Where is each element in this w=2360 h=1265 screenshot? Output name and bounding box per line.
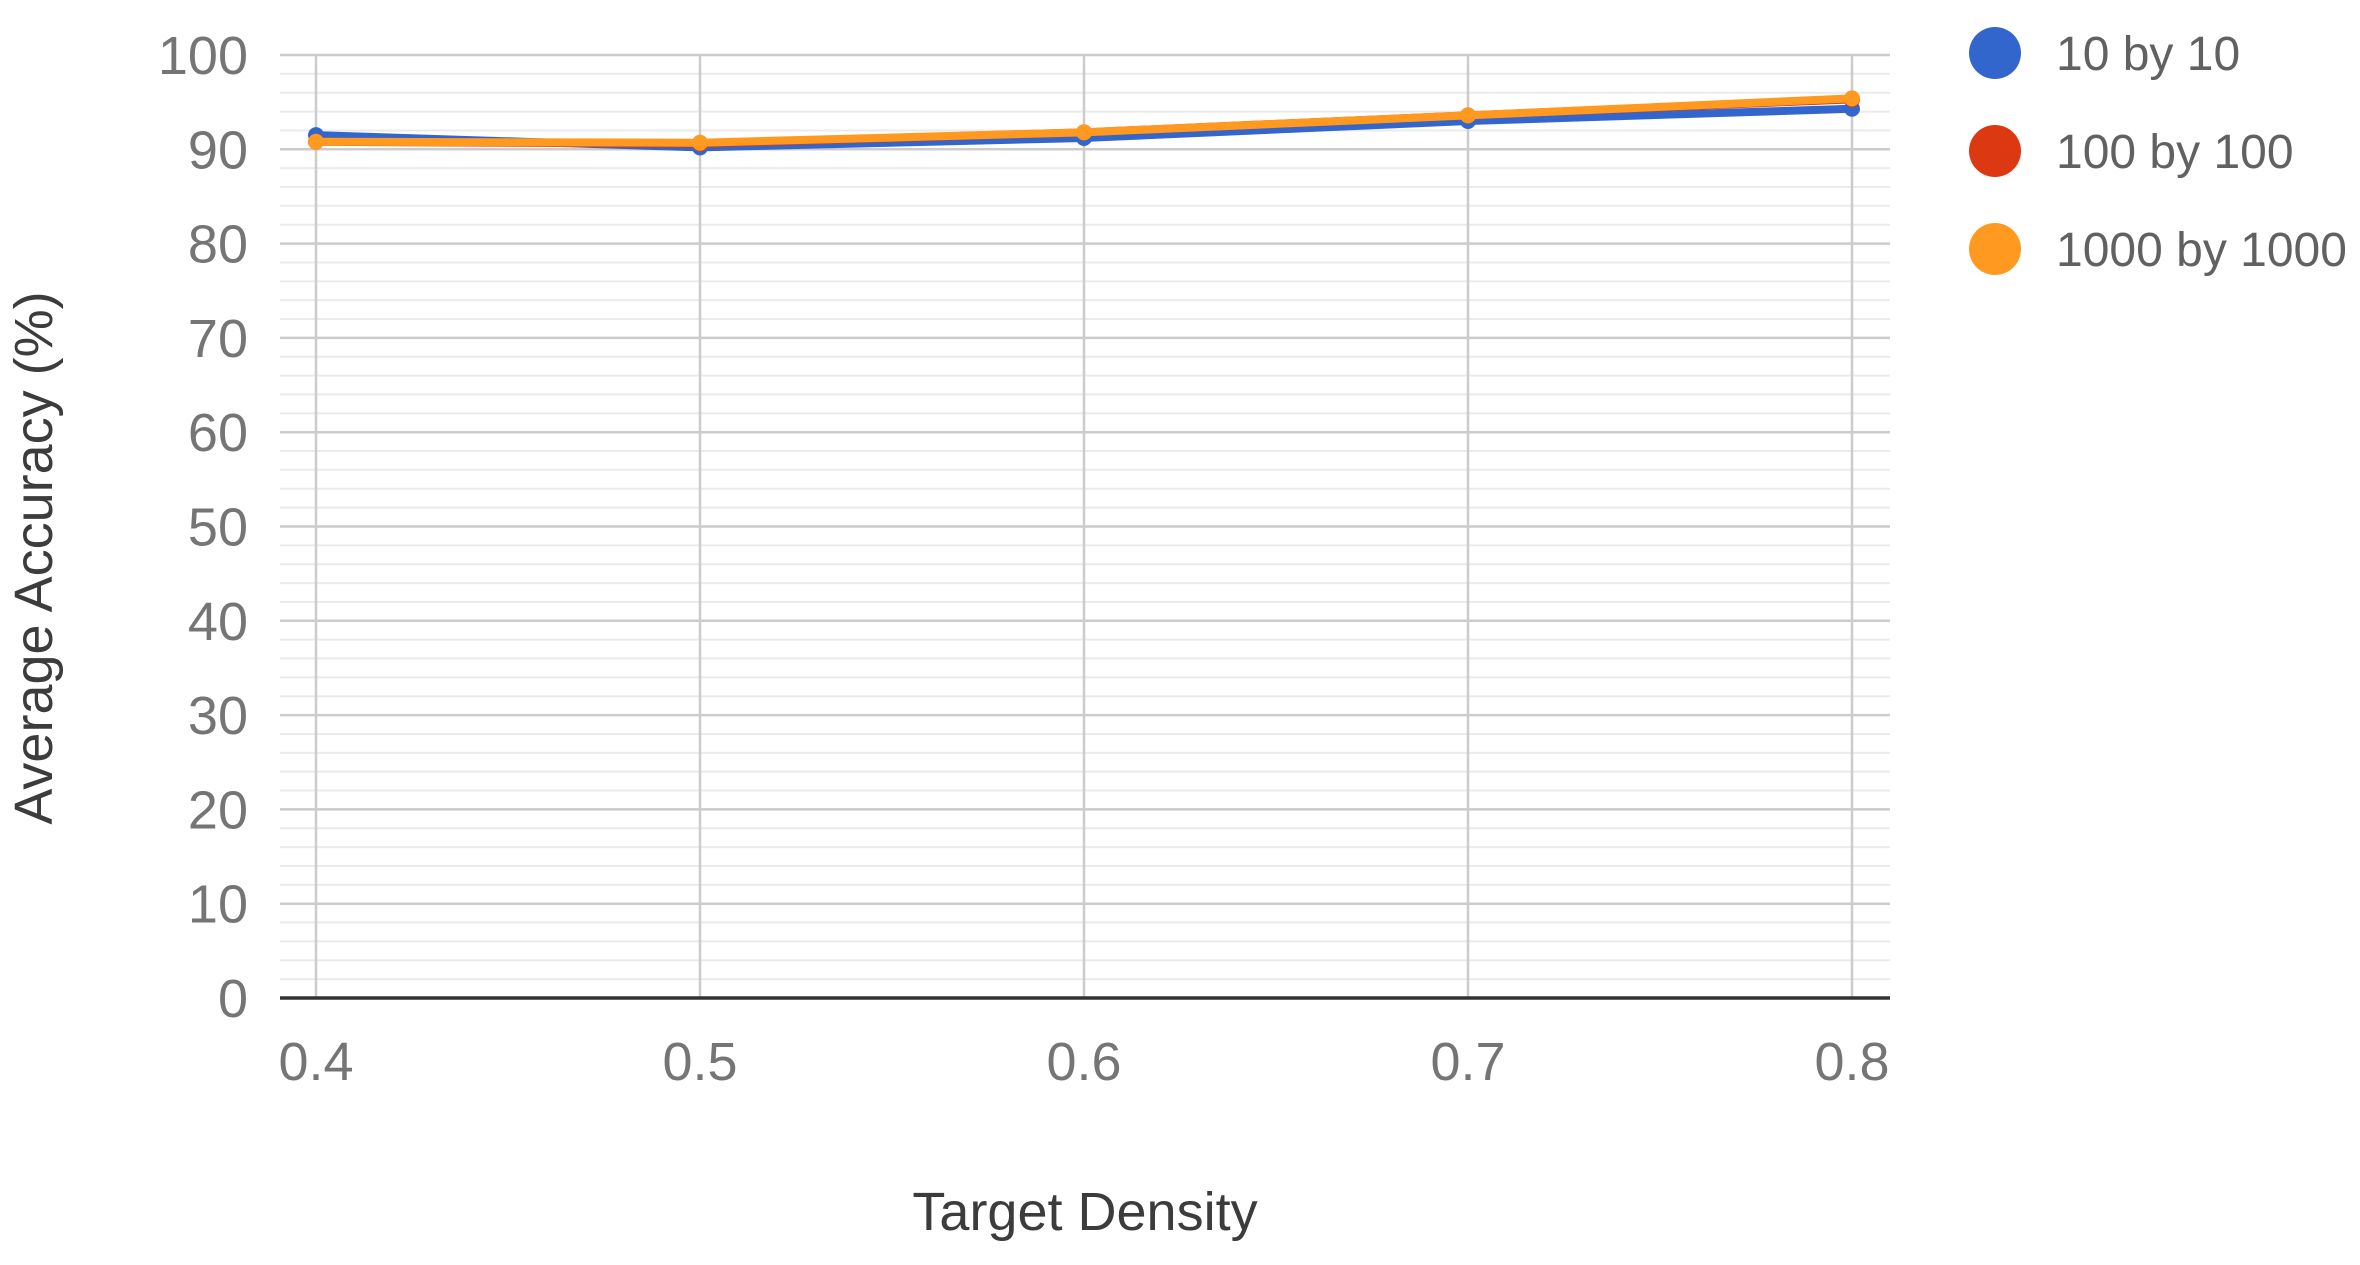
y-tick-label: 100 [158,26,248,86]
y-tick-label: 90 [188,120,248,180]
x-tick-label: 0.7 [1430,1032,1505,1092]
legend-label: 10 by 10 [2056,28,2240,81]
data-point [1076,124,1092,141]
x-axis-tick-labels: 0.4 0.5 0.6 0.7 0.8 [278,1032,1889,1092]
legend-label: 1000 by 1000 [2056,224,2347,277]
y-tick-label: 60 [188,403,248,463]
legend-item: 10 by 10 [1969,27,2240,81]
legend: 10 by 10 100 by 100 1000 by 1000 [1969,27,2347,277]
series-layer [308,90,1860,156]
y-tick-label: 80 [188,215,248,275]
y-tick-label: 0 [218,969,248,1029]
data-point [308,133,324,150]
x-tick-label: 0.6 [1046,1032,1121,1092]
legend-swatch [1969,125,2021,177]
legend-label: 100 by 100 [2056,126,2294,179]
x-axis-title: Target Density [912,1182,1257,1242]
x-tick-label: 0.8 [1814,1032,1889,1092]
y-tick-label: 10 [188,875,248,935]
legend-swatch [1969,223,2021,275]
y-axis-tick-labels: 0 10 20 30 40 50 60 70 80 90 100 [158,26,248,1029]
y-axis-title: Average Accuracy (%) [4,291,64,824]
legend-swatch [1969,27,2021,79]
y-tick-label: 70 [188,309,248,369]
x-tick-label: 0.5 [662,1032,737,1092]
y-tick-label: 20 [188,780,248,840]
legend-item: 1000 by 1000 [1969,223,2347,277]
y-tick-label: 40 [188,592,248,652]
legend-item: 100 by 100 [1969,125,2294,179]
data-point [692,134,708,151]
y-tick-label: 30 [188,686,248,746]
series-3 [308,90,1860,151]
data-point [1460,107,1476,124]
y-tick-label: 50 [188,498,248,558]
vertical-gridlines [314,55,1854,998]
x-tick-label: 0.4 [278,1032,353,1092]
data-point [1844,90,1860,107]
